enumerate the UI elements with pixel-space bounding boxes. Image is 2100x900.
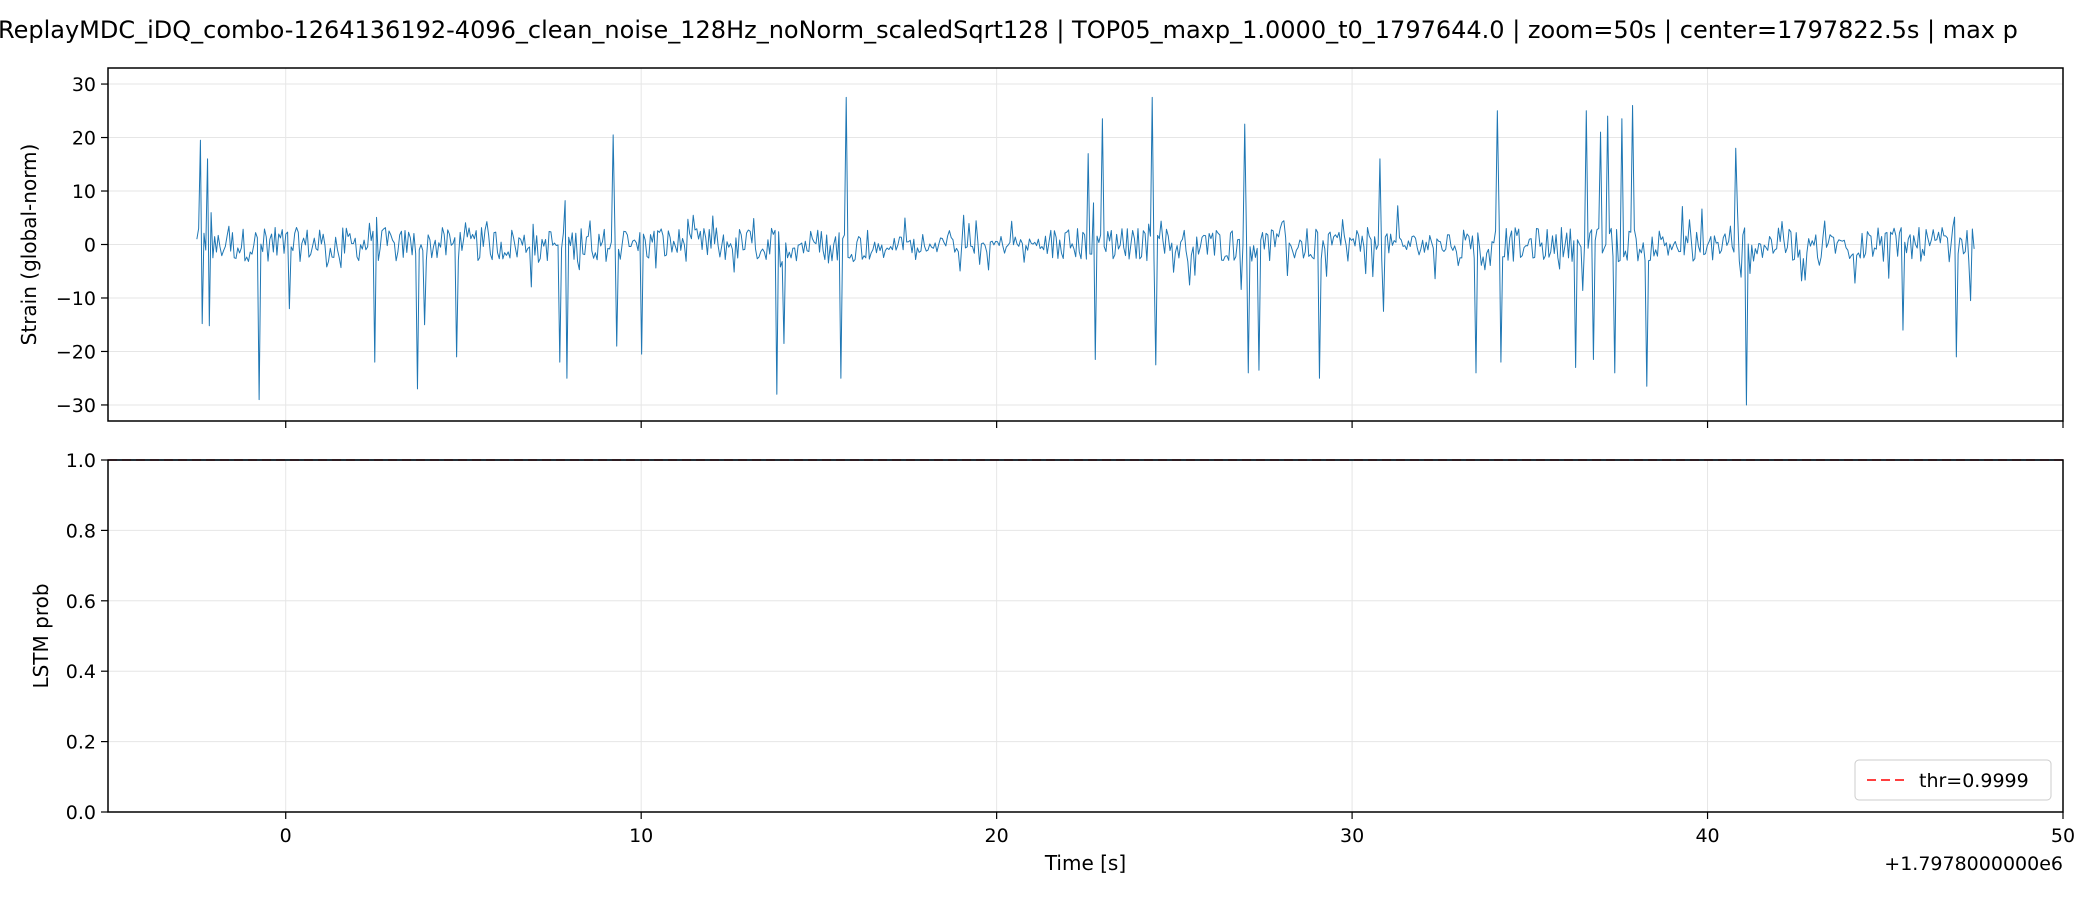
- lstm-xtick-label: 30: [1340, 825, 1364, 847]
- lstm-grid: [108, 459, 2064, 813]
- strain-ytick-label: 30: [72, 74, 96, 96]
- lstm-panel: 0 10 20 30 40 500.00.20.40.60.81.0 LSTM prob …: [29, 450, 2075, 875]
- strain-ticks: −30 −20 −10 0 10 20 30: [56, 74, 2064, 428]
- strain-series: [196, 96, 1975, 406]
- lstm-xtick-label: 40: [1695, 825, 1719, 847]
- strain-ytick-label: −20: [56, 341, 96, 363]
- lstm-ytick-label: 1.0: [66, 450, 96, 472]
- lstm-xtick-label: 50: [2051, 825, 2075, 847]
- x-offset-text: +1.7978000000e6: [1884, 853, 2063, 875]
- strain-ytick-label: −30: [56, 395, 96, 417]
- legend-box: [1854, 759, 2052, 801]
- lstm-ytick-label: 0.2: [66, 732, 96, 754]
- lstm-ytick-label: 0.8: [66, 520, 96, 542]
- legend: thr=0.9999: [1854, 759, 2052, 801]
- legend-threshold-label: thr=0.9999: [1919, 770, 2029, 792]
- strain-ytick-label: 20: [72, 128, 96, 150]
- strain-panel: −30 −20 −10 0 10 20 30 Strain (global-norm): [17, 67, 2064, 428]
- strain-line: [196, 96, 1975, 406]
- strain-ytick-label: 10: [72, 181, 96, 203]
- lstm-xtick-label: 20: [985, 825, 1009, 847]
- lstm-xlabel: Time [s]: [1044, 851, 1126, 875]
- lstm-ticks: 0 10 20 30 40 50 0.0 0.2 0.4 0.6 0.8 1.0: [66, 450, 2075, 847]
- lstm-xtick-label: 10: [629, 825, 653, 847]
- strain-ytick-label: 0: [84, 235, 96, 257]
- lstm-axes-frame: [107, 459, 2064, 813]
- lstm-ytick-label: 0.4: [66, 661, 96, 683]
- strain-ylabel: Strain (global-norm): [17, 144, 41, 346]
- strain-ytick-label: −10: [56, 288, 96, 310]
- lstm-ytick-label: 0.6: [66, 591, 96, 613]
- lstm-ylabel: LSTM prob: [29, 583, 53, 688]
- figure-title: ReplayMDC_iDQ_combo-1264136192-4096_clea…: [0, 16, 2018, 44]
- lstm-xtick-label: 0: [280, 825, 292, 847]
- lstm-ytick-label: 0.0: [66, 802, 96, 824]
